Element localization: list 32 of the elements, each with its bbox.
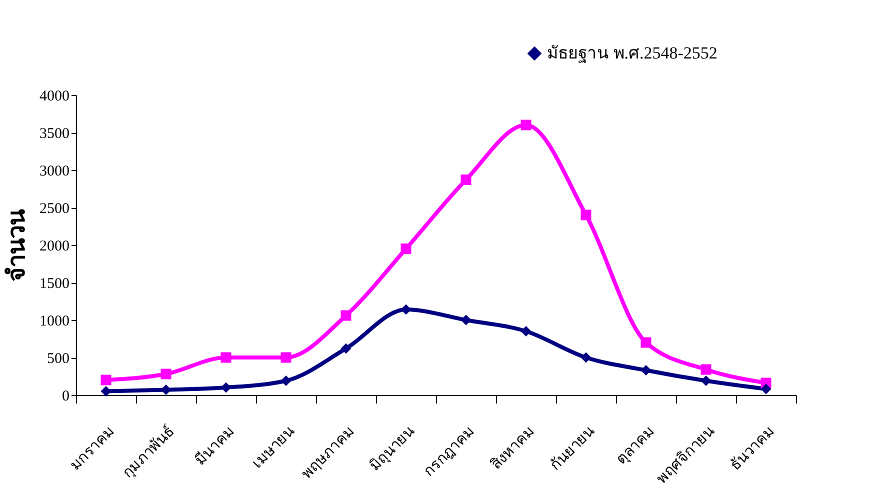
- point: [520, 120, 532, 130]
- point: [700, 376, 712, 386]
- point: [280, 352, 292, 363]
- point: [460, 174, 472, 185]
- point: [220, 382, 232, 393]
- point: [580, 210, 592, 220]
- y-tick-label: 500: [47, 351, 70, 367]
- point: [340, 343, 352, 354]
- y-tick-label: 2000: [40, 238, 70, 254]
- y-axis-title: จำนวน: [2, 208, 30, 282]
- point: [340, 310, 352, 321]
- y-tick-label: 3000: [40, 164, 70, 180]
- y-tick-label: 2500: [40, 201, 70, 217]
- point: [400, 244, 412, 254]
- point: [520, 326, 532, 336]
- y-tick-label: 4000: [40, 88, 70, 104]
- point: [100, 374, 112, 386]
- point: [580, 352, 592, 363]
- y-tick-label: 0: [62, 388, 70, 404]
- point: [280, 376, 292, 386]
- y-tick-label: 3500: [40, 126, 70, 142]
- point: [640, 337, 652, 348]
- point: [760, 384, 772, 394]
- legend-label: มัธยฐาน พ.ศ.2548-2552: [547, 44, 718, 64]
- point: [400, 304, 412, 315]
- point: [220, 352, 232, 363]
- y-tick-label: 1500: [40, 276, 70, 292]
- y-tick-label: 1000: [40, 314, 70, 330]
- point: [160, 368, 172, 380]
- point: [460, 314, 472, 326]
- point: [640, 365, 652, 376]
- point: [700, 364, 712, 375]
